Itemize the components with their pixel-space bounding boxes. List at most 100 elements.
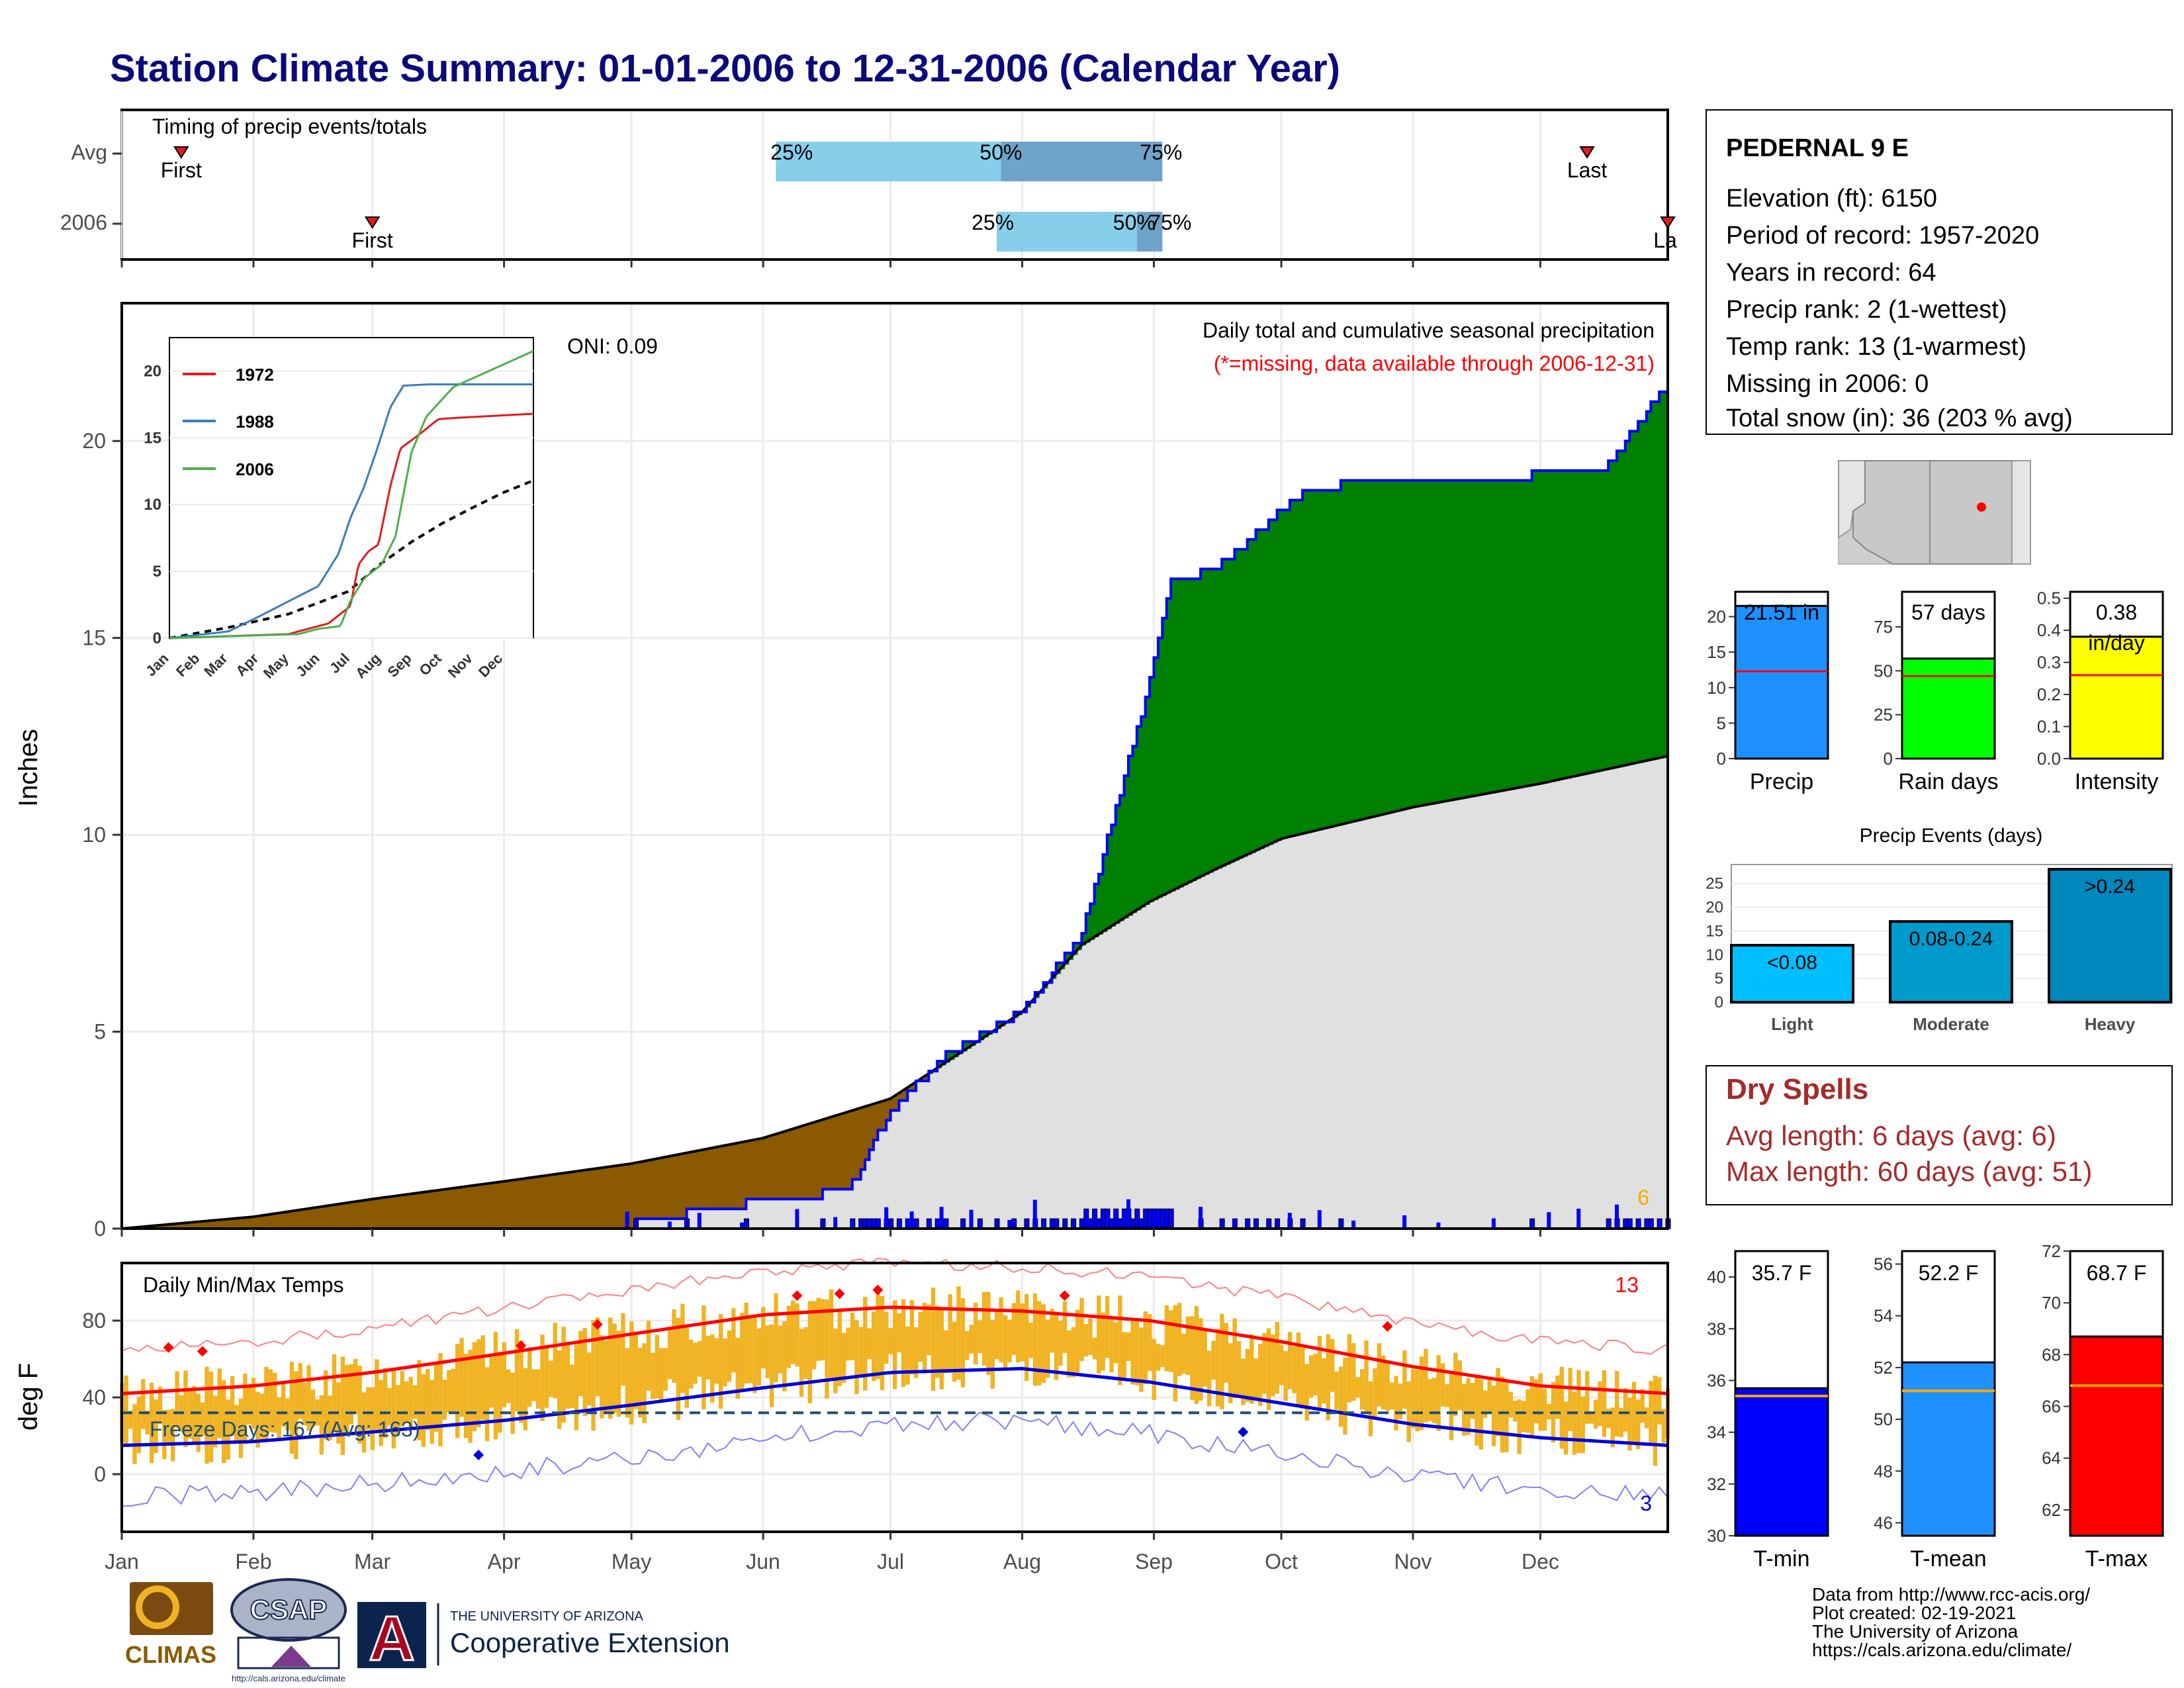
station-info-box: PEDERNAL 9 E Elevation (ft): 6150 Period… [1706,109,2173,435]
daily-temp-bar [837,1308,842,1386]
daily-temp-bar [1062,1301,1068,1353]
daily-precip-bar [1041,1218,1047,1229]
bar-panel-label: Rain days [1898,769,1998,794]
daily-temp-bar [391,1368,396,1449]
temp-bar-value: 35.7 F [1752,1261,1812,1285]
temp-bar-ytick-label: 62 [2042,1500,2061,1520]
daily-temp-bar [820,1299,825,1361]
daily-temp-bar [408,1376,413,1430]
temp-bar-label: T-min [1754,1546,1810,1571]
climas-ring [136,1585,179,1629]
daily-temp-bar [438,1353,443,1446]
month-label: Sep [1135,1550,1173,1573]
csap-logo: CSAP http://cals.arizona.edu/climate [230,1578,347,1683]
daily-temp-bar [128,1410,133,1429]
bar-panel-ytick-label: 0 [1884,749,1893,769]
station-line: Years in record: 64 [1726,259,1936,287]
daily-temp-bar [455,1344,460,1438]
temp-bar-ytick-label: 54 [1874,1306,1893,1326]
daily-temp-bar [1206,1350,1212,1407]
daily-precip-bar [1232,1220,1237,1229]
inset-year-line [169,350,534,639]
month-label: Dec [1522,1550,1559,1573]
daily-precip-bar [820,1218,826,1229]
daily-temp-bar [1326,1334,1330,1421]
daily-temp-bar [718,1314,723,1409]
daily-temp-bar [863,1297,868,1391]
daily-temp-bar [1003,1315,1008,1369]
daily-temp-bar [166,1409,171,1445]
daily-temp-bar [158,1386,163,1425]
daily-temp-bar [1203,1330,1207,1387]
daily-temp-bar [289,1362,295,1454]
daily-temp-bar [243,1374,248,1444]
temp-bar-ytick-label: 36 [1707,1370,1726,1390]
daily-temp-bar [154,1399,158,1453]
daily-temp-bar [1610,1407,1615,1448]
record-high-marker [834,1288,845,1299]
timing-markers: First Last First La [113,146,1677,252]
daily-temp-bar [841,1333,846,1383]
precip-frame [120,302,1669,1230]
daily-temp-bar [1627,1397,1632,1451]
precip-y-axis: 0 5 10 15 20 [82,429,1541,1241]
daily-temp-bar [383,1368,388,1438]
daily-temp-bar [370,1387,375,1450]
daily-temp-bar [604,1340,609,1415]
daily-temp-bar [447,1370,451,1413]
station-line: Precip rank: 2 (1-wettest) [1726,296,2007,324]
pct-label: 75% [1140,140,1182,164]
daily-temp-bar [1241,1358,1246,1405]
daily-temp-bar [978,1320,982,1353]
daily-temp-bar [944,1330,948,1374]
record-high-marker [163,1342,174,1353]
daily-temp-bar [1160,1345,1165,1368]
daily-temp-bar [642,1343,647,1423]
temp-ytick-label: 40 [82,1385,106,1409]
daily-temp-bar [1512,1400,1518,1422]
temp-bar-ytick-label: 30 [1707,1526,1726,1546]
daily-temp-bar [1593,1399,1598,1429]
daily-temp-bar [663,1348,668,1391]
daily-temp-bar [790,1300,796,1364]
daily-temp-bar [646,1321,651,1391]
daily-temp-bar [1606,1409,1611,1429]
daily-temp-bar [132,1404,137,1464]
daily-temp-bar [387,1387,392,1426]
daily-precip-bar [1635,1218,1641,1229]
daily-temp-bar [1088,1318,1093,1355]
daily-temp-bar [1424,1348,1428,1423]
daily-temp-bar [735,1337,740,1399]
daily-temp-bar [1359,1369,1365,1410]
daily-temp-bar [1415,1370,1420,1432]
daily-temp-bar [637,1347,643,1418]
footer-line: https://cals.arizona.edu/climate/ [1812,1640,2071,1660]
temp-bar-ytick-label: 40 [1707,1267,1726,1287]
bar-panel-value: 0.38 [2096,600,2137,624]
daily-temp-bar [1644,1407,1649,1429]
temp-bar-label: T-max [2085,1546,2148,1571]
month-label: Jul [877,1550,904,1573]
daily-temp-bar [1334,1371,1339,1410]
daily-temp-bar [561,1327,566,1423]
station-line: Elevation (ft): 6150 [1726,185,1937,212]
daily-temp-bar [1657,1377,1662,1425]
daily-precip-bar [743,1218,749,1229]
daily-precip-bar [905,1218,911,1229]
inset-frame [169,337,534,639]
daily-precip-bar [1648,1218,1654,1229]
daily-temp-bar [277,1397,281,1440]
daily-temp-bar [353,1358,358,1415]
daily-temp-bar [1330,1338,1335,1392]
daily-temp-bar [1440,1363,1445,1407]
daily-temp-bar [1445,1384,1449,1407]
daily-precip-bar [1126,1199,1130,1229]
record-low-marker [473,1450,484,1460]
daily-temp-bar [893,1300,897,1389]
last-label: Last [1567,158,1608,182]
daily-temp-bar [124,1375,128,1444]
bar-panel-ytick-label: 10 [1707,678,1726,698]
daily-temp-bar [1173,1305,1177,1402]
daily-temp-bar [205,1366,209,1464]
daily-precip-bar [909,1211,914,1229]
